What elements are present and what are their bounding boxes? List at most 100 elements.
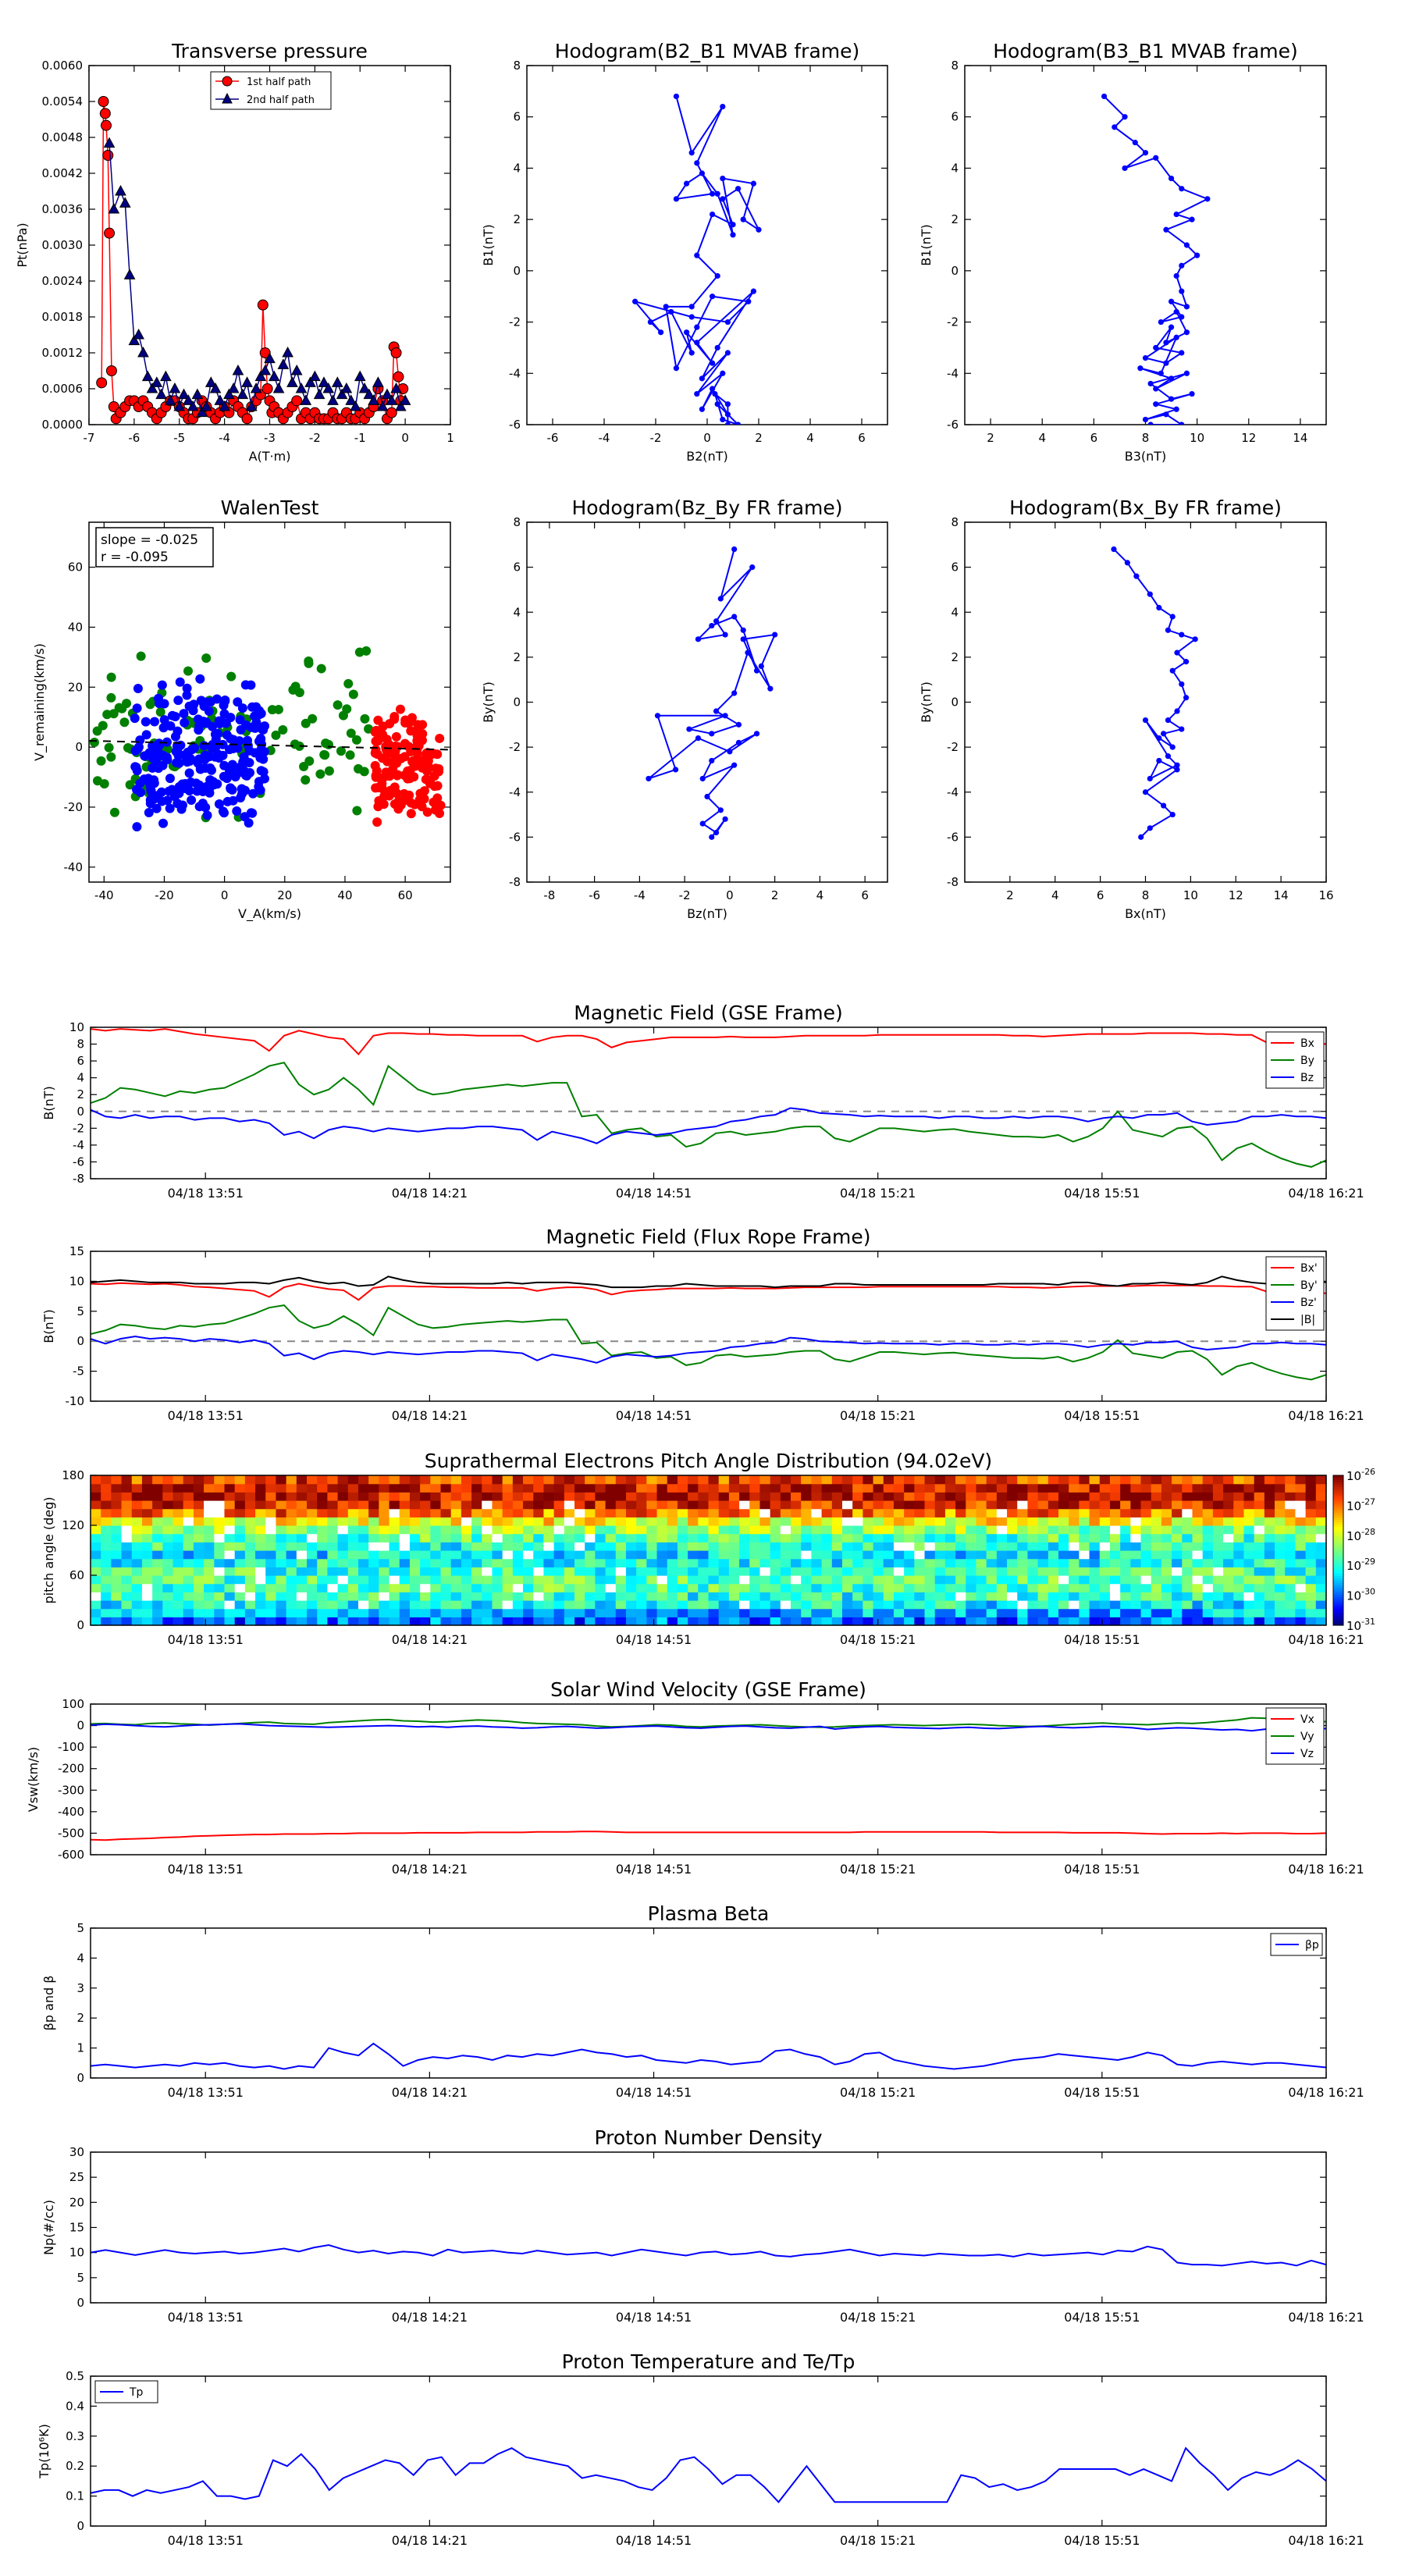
heatmap-cell [1285,1492,1297,1501]
data-point [136,651,146,661]
heatmap-cell [759,1508,771,1517]
heatmap-cell [873,1600,884,1610]
data-point [300,394,312,405]
heatmap-cell [873,1542,884,1551]
heatmap-cell [677,1500,688,1510]
axes-frame [90,1026,1327,1179]
data-point [354,763,364,774]
heatmap-cell [543,1483,555,1493]
heatmap-cell [409,1500,421,1510]
heatmap-cell [688,1600,699,1610]
heatmap-cell [1192,1617,1204,1626]
heatmap-cell [286,1492,297,1501]
heatmap-cell [831,1592,843,1601]
series-line [91,2042,1326,2070]
colorbar-step [1333,1475,1343,1478]
heatmap-cell [759,1617,771,1626]
heatmap-cell [966,1483,977,1493]
heatmap-cell [966,1550,977,1560]
heatmap-cell [1130,1600,1142,1610]
heatmap-cell [1120,1617,1131,1626]
heatmap-cell [1120,1533,1131,1542]
heatmap-cell [121,1583,133,1592]
heatmap-cell [379,1592,390,1601]
colorbar-label: 10-27 [1346,1496,1375,1513]
data-point [415,788,425,799]
heatmap-cell [131,1583,143,1592]
heatmap-cell [667,1583,678,1592]
y-tick-label: -10 [66,1394,85,1408]
heatmap-cell [420,1483,431,1493]
hodogram-point [730,232,736,238]
heatmap-cell [492,1608,503,1617]
heatmap-cell [234,1600,246,1610]
heatmap-cell [1202,1567,1214,1576]
heatmap-cell [101,1550,112,1560]
annotation-frame [95,527,214,568]
colorbar-step [1333,1560,1343,1563]
heatmap-cell [224,1575,236,1585]
heatmap-cell [955,1492,966,1501]
heatmap-cell [955,1500,966,1510]
heatmap-cell [801,1575,813,1585]
hodogram-point [1161,731,1167,737]
heatmap-cell [739,1500,750,1510]
heatmap-cell [502,1558,514,1567]
heatmap-cell [656,1575,668,1585]
heatmap-cell [1233,1508,1245,1517]
data-point [407,756,418,767]
heatmap-cell [801,1533,813,1542]
x-tick-label: 04/18 13:51 [168,2085,244,2100]
heatmap-cell [357,1583,369,1592]
heatmap-cell [307,1600,318,1610]
heatmap-cell [677,1492,688,1501]
heatmap-cell [1264,1575,1275,1585]
colorbar-step [1333,1517,1343,1521]
data-point [98,96,109,107]
heatmap-cell [379,1475,390,1485]
heatmap-cell [255,1583,266,1592]
heatmap-cell [934,1550,946,1560]
heatmap-cell [347,1600,359,1610]
heatmap-cell [523,1592,534,1601]
data-point [157,787,167,797]
heatmap-cell [1069,1592,1080,1601]
data-point [108,202,120,214]
heatmap-cell [131,1492,143,1501]
heatmap-cell [379,1617,390,1626]
heatmap-cell [749,1525,761,1535]
heatmap-cell [193,1567,205,1576]
heatmap-cell [791,1575,802,1585]
heatmap-cell [883,1558,895,1567]
heatmap-cell [1048,1608,1059,1617]
heatmap-cell [625,1483,637,1493]
heatmap-cell [574,1558,585,1567]
heatmap-cell [636,1575,647,1585]
heatmap-cell [1027,1550,1039,1560]
heatmap-cell [841,1492,853,1501]
heatmap-cell [574,1492,585,1501]
y-tick-label: 1 [76,2041,84,2055]
hodogram-point [714,190,720,197]
data-point [237,789,247,799]
heatmap-cell [1130,1608,1142,1617]
heatmap-cell [564,1592,575,1601]
chart-magnetic-field-gse: Magnetic Field (GSE Frame)-8-6-4-2024681… [41,1002,1364,1201]
data-point [268,370,280,382]
heatmap-cell [1161,1542,1172,1551]
heatmap-cell [1275,1550,1286,1560]
data-point [173,400,186,411]
heatmap-cell [708,1542,720,1551]
y-axis-label: By(nT) [919,681,934,723]
heatmap-cell [821,1525,833,1535]
hodogram-path [1103,95,1210,425]
heatmap-cell [718,1583,730,1592]
heatmap-cell [883,1517,895,1526]
heatmap-cell [1161,1508,1172,1517]
colorbar-step [1333,1571,1343,1574]
heatmap-cell [1202,1517,1214,1526]
heatmap-cell [656,1542,668,1551]
heatmap-cell [1172,1592,1183,1601]
heatmap-cell [739,1608,750,1617]
heatmap-cell [1069,1583,1080,1592]
